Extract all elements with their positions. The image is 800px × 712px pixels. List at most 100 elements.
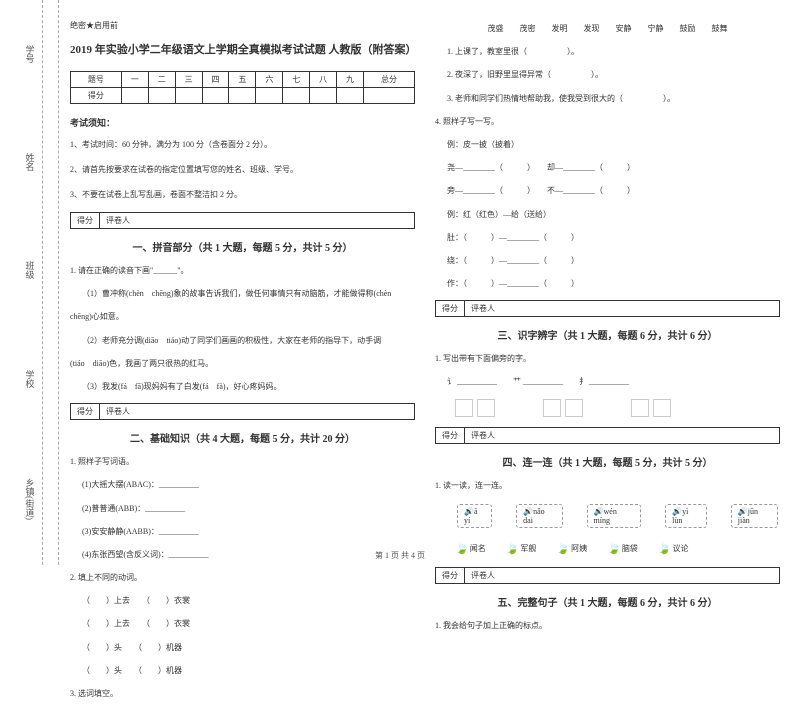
- t: （: [82, 666, 90, 675]
- th: 题号: [71, 72, 122, 88]
- speaker-icon: 🔊: [738, 507, 748, 516]
- speaker-icon: 🔊: [672, 507, 682, 516]
- q2-1-item: (3)安安静静(AABB)：__________: [70, 526, 415, 537]
- label-school: 学校: [24, 370, 37, 388]
- q3-stem: 1. 写出带有下面偏旁的字。: [435, 353, 780, 364]
- t: ）上去: [106, 619, 130, 628]
- grader-label: 评卷人: [100, 213, 136, 228]
- q2-1-item: (2)普普通(ABB)：__________: [70, 503, 415, 514]
- td: [364, 88, 415, 104]
- example: 例：皮一披（披着）: [435, 139, 780, 150]
- scorebox: 得分 评卷人: [435, 427, 780, 444]
- score-table: 题号 一 二 三 四 五 六 七 八 九 总分 得分: [70, 71, 415, 104]
- t: （: [146, 596, 150, 605]
- speaker-icon: 🔊: [523, 507, 533, 516]
- label-name: 姓名: [24, 153, 37, 171]
- q4-stem: 4. 照样子写一写。: [435, 116, 780, 127]
- t: （: [82, 643, 90, 652]
- td: [337, 88, 364, 104]
- secret-tag: 绝密★启用前: [70, 20, 415, 31]
- score-label: 得分: [436, 428, 465, 443]
- instructions-title: 考试须知：: [70, 116, 415, 129]
- th: 四: [202, 72, 229, 88]
- section-5-title: 五、完整句子（共 1 大题，每题 6 分，共计 6 分）: [435, 594, 780, 609]
- speaker-icon: 🔊: [464, 507, 474, 516]
- th: 三: [175, 72, 202, 88]
- label-class: 班级: [24, 261, 37, 279]
- q2-2-stem: 2. 填上不同的动词。: [70, 572, 415, 583]
- t: tiáo)动了同学们画画的积极性，大家在老师的指导下，动手调: [166, 336, 381, 345]
- th: 总分: [364, 72, 415, 88]
- example: 例：红（红色）—给（送给）: [435, 209, 780, 220]
- fill-item: 3. 老师和同学们热情地帮助我，使我受到很大的（ ）。: [435, 93, 780, 104]
- row: 绕：（ ）—________（ ）: [435, 255, 780, 266]
- q1-stem: 1. 请在正确的读音下画"______"。: [70, 265, 415, 276]
- fill-item: 2. 夜深了，旧野里显得异常（ ）。: [435, 69, 780, 80]
- q2-1-stem: 1. 照样子写词语。: [70, 456, 415, 467]
- scorebox: 得分 评卷人: [435, 567, 780, 584]
- fill-item: 1. 上课了，教室里很（ ）。: [435, 46, 780, 57]
- row: 旁—________（ ） 不—________（ ）: [435, 185, 780, 196]
- section-3-title: 三、识字辨字（共 1 大题，每题 6 分，共计 6 分）: [435, 327, 780, 342]
- td: [148, 88, 175, 104]
- page-content: 绝密★启用前 2019 年实验小学二年级语文上学期全真模拟考试试题 人教版（附答…: [0, 0, 800, 712]
- word-bank: 茂盛 茂密 发明 发现 安静 宁静 鼓励 鼓舞: [435, 23, 780, 34]
- td: [283, 88, 310, 104]
- instruction: 2、请首先按要求在试卷的指定位置填写您的姓名、班级、学号。: [70, 164, 415, 175]
- th: 五: [229, 72, 256, 88]
- q2-2-row: （ ）上去 （ ）衣裳: [70, 618, 415, 629]
- td: 得分: [71, 88, 122, 104]
- grader-label: 评卷人: [100, 404, 136, 419]
- t: （: [82, 596, 90, 605]
- score-label: 得分: [436, 568, 465, 583]
- t: ）机器: [158, 666, 182, 675]
- section-1-title: 一、拼音部分（共 1 大题，每题 5 分，共计 5 分）: [70, 239, 415, 254]
- t: fà)，好心疼妈妈。: [217, 382, 282, 391]
- t: （1）曹冲称(chèn: [82, 289, 144, 298]
- q2-1-item: (1)大摇大摆(ABAC)：__________: [70, 479, 415, 490]
- tian-box: [631, 399, 649, 417]
- score-label: 得分: [71, 213, 100, 228]
- q3-row: 讠 __________ 艹 __________ 扌 __________: [435, 376, 780, 387]
- instruction: 3、不要在试卷上乱写乱画，卷面不整洁扣 2 分。: [70, 189, 415, 200]
- grader-label: 评卷人: [465, 568, 501, 583]
- pinyin-box: 🔊yì lùn: [665, 504, 707, 528]
- tian-box: [543, 399, 561, 417]
- q4-stem: 1. 读一读，连一连。: [435, 480, 780, 491]
- exam-title: 2019 年实验小学二年级语文上学期全真模拟考试试题 人教版（附答案）: [70, 41, 415, 57]
- label-id: 学号: [24, 45, 37, 63]
- t: diāo)色，我画了两只很热的红马。: [93, 359, 213, 368]
- right-column: 茂盛 茂密 发明 发现 安静 宁静 鼓励 鼓舞 1. 上课了，教室里很（ ）。 …: [435, 20, 780, 702]
- row: 肚：（ ）—________（ ）: [435, 232, 780, 243]
- pinyin-row: 🔊ā yí 🔊nǎo dai 🔊wén míng 🔊yì lùn 🔊jūn ji…: [455, 504, 780, 528]
- q1-line: (tiáo diāo)色，我画了两只很热的红马。: [70, 358, 415, 369]
- q5-stem: 1. 我会给句子加上正确的标点。: [435, 620, 780, 631]
- q1-line: （2）老师充分调(diāo tiáo)动了同学们画画的积极性，大家在老师的指导下…: [70, 335, 415, 346]
- scorebox: 得分 评卷人: [70, 212, 415, 229]
- q2-2-row: （ ）上去 （ ）衣裳: [70, 595, 415, 606]
- fold-line-1: [42, 0, 43, 565]
- t: ）头: [106, 666, 122, 675]
- row: 作：（ ）—________（ ）: [435, 278, 780, 289]
- q1-line: （1）曹冲称(chèn chēng)象的故事告诉我们，做任何事情只有动脑筋，才能…: [70, 288, 415, 299]
- table-row: 得分: [71, 88, 415, 104]
- t: ）衣裳: [166, 619, 190, 628]
- t: fā)现妈妈有了白发(fá: [135, 382, 209, 391]
- q1-line: （3）我发(fá fā)现妈妈有了白发(fá fà)，好心疼妈妈。: [70, 381, 415, 392]
- q1-line: chēng)心如意。: [70, 311, 415, 322]
- tian-box: [653, 399, 671, 417]
- t: （: [82, 619, 90, 628]
- th: 一: [121, 72, 148, 88]
- pinyin-box: 🔊wén míng: [587, 504, 642, 528]
- q2-2-row: （ ）头 （ ）机器: [70, 665, 415, 676]
- td: [202, 88, 229, 104]
- scorebox: 得分 评卷人: [70, 403, 415, 420]
- t: (tiáo: [70, 359, 85, 368]
- tian-box: [477, 399, 495, 417]
- fold-line-2: [58, 0, 59, 565]
- th: 六: [256, 72, 283, 88]
- th: 七: [283, 72, 310, 88]
- tian-box: [455, 399, 473, 417]
- th: 二: [148, 72, 175, 88]
- page-footer: 第 1 页 共 4 页: [0, 550, 800, 561]
